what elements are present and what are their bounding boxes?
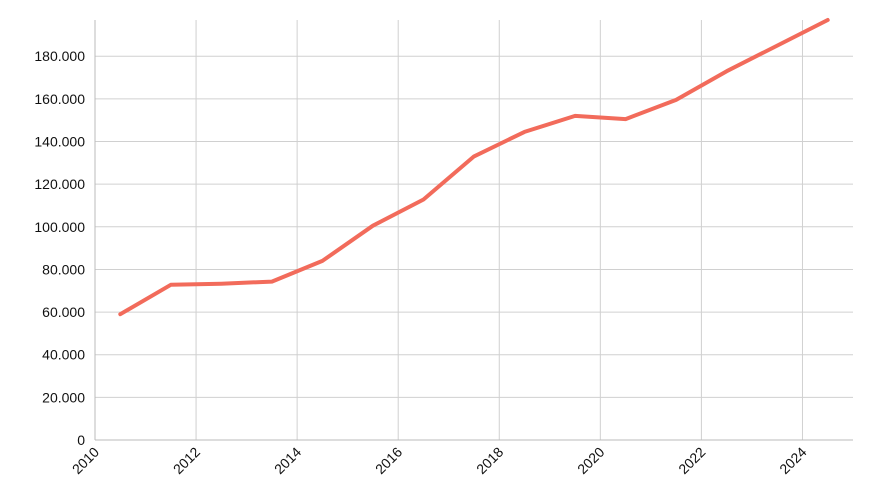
y-tick-label: 100.000	[34, 219, 85, 235]
y-tick-label: 140.000	[34, 134, 85, 150]
y-tick-label: 60.000	[42, 304, 85, 320]
y-axis-ticks: 0 20.000 40.000 60.000 80.000 100.000 120.000 1…	[34, 48, 85, 448]
x-tick-label: 2020	[574, 444, 607, 477]
x-tick-label: 2014	[271, 444, 304, 477]
y-tick-label: 180.000	[34, 48, 85, 64]
x-tick-label: 2010	[69, 444, 102, 477]
y-tick-label: 80.000	[42, 261, 85, 277]
series-group	[118, 18, 830, 317]
y-tick-label: 40.000	[42, 347, 85, 363]
axes	[94, 20, 853, 441]
y-tick-label: 160.000	[34, 91, 85, 107]
y-tick-label: 0	[77, 432, 85, 448]
x-tick-label: 2018	[473, 444, 506, 477]
x-tick-label: 2012	[170, 444, 203, 477]
x-tick-label: 2016	[372, 444, 405, 477]
series-line-0	[118, 18, 830, 317]
y-tick-label: 20.000	[42, 389, 85, 405]
x-axis-ticks: 2010 2012 2014 2016 2018 2020 2022 2024	[69, 444, 810, 477]
y-tick-label: 120.000	[34, 176, 85, 192]
x-tick-label: 2024	[776, 444, 809, 477]
grid-lines	[95, 20, 853, 440]
x-tick-label: 2022	[675, 444, 708, 477]
